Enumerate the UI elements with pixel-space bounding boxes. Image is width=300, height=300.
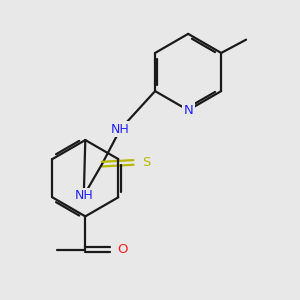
Text: N: N [183,104,193,117]
Text: O: O [118,243,128,256]
Text: NH: NH [74,189,93,202]
Text: NH: NH [111,123,130,136]
Text: S: S [142,156,150,169]
